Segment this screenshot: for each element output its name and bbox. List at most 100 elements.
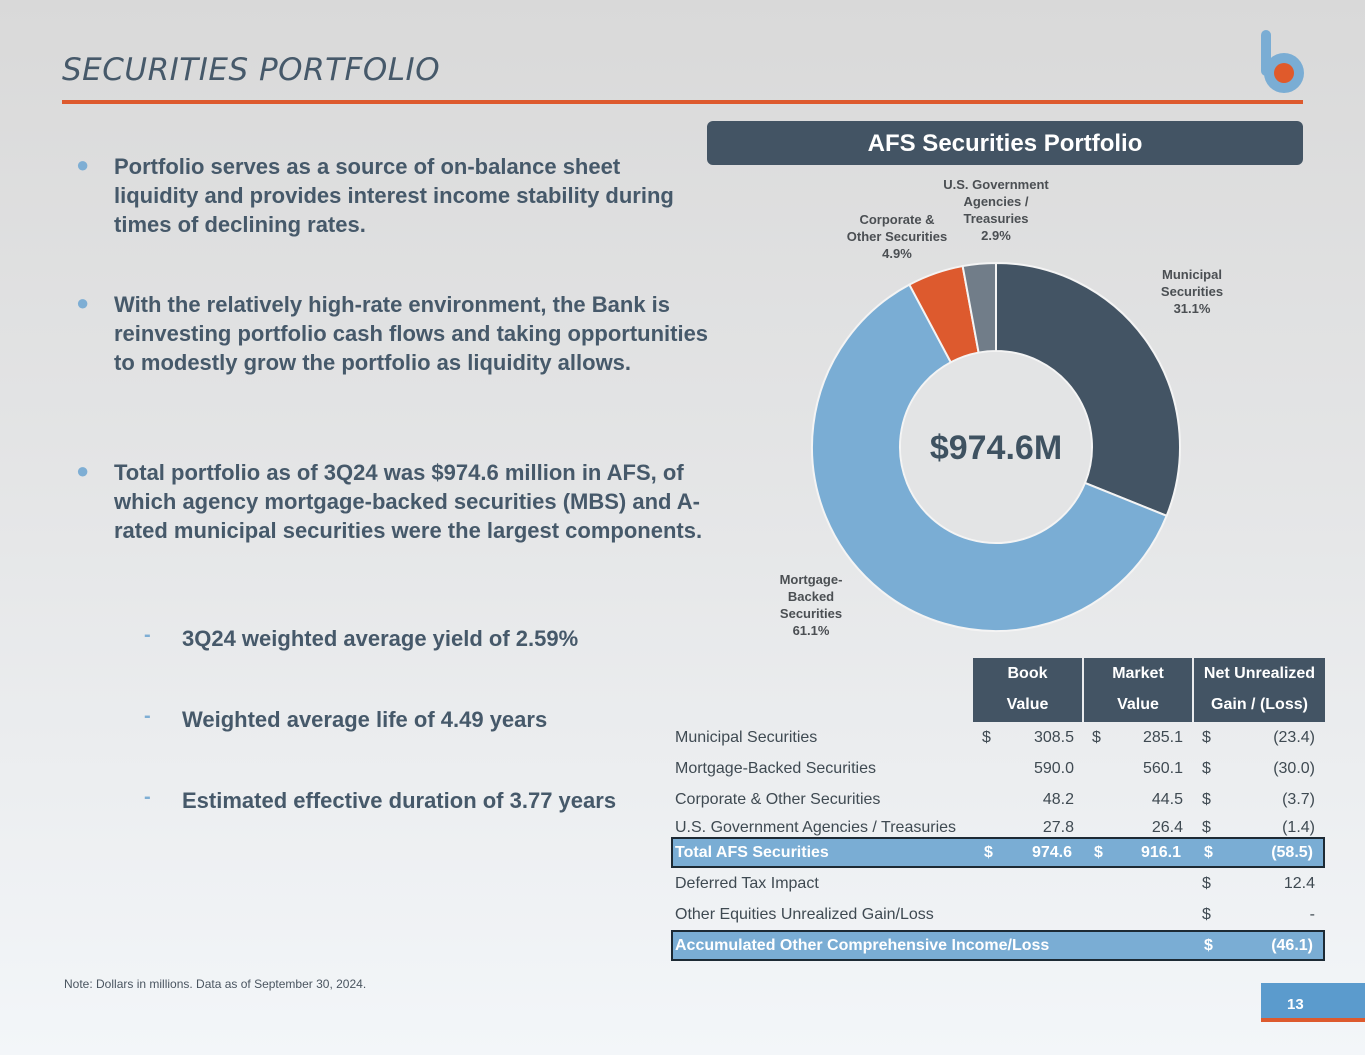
gain-dollar-sign: $ — [1202, 760, 1211, 777]
slice-label-line: Mortgage- — [780, 572, 843, 587]
net-unrealized-gain: - — [1309, 906, 1315, 923]
footnote: Note: Dollars in millions. Data as of Se… — [64, 977, 367, 991]
donut-slice-municipal-securities — [995, 261, 1181, 518]
slice-label-line: 2.9% — [981, 228, 1011, 243]
net-unrealized-gain: (23.4) — [1273, 729, 1315, 746]
header-book-value: Book Value — [973, 658, 1082, 722]
center-total-label: $974.6M — [930, 429, 1062, 467]
table-row: Mortgage-Backed Securities 590.0 560.1 $ (30… — [671, 755, 1325, 783]
page-number: 13 — [1261, 983, 1365, 1022]
bullet-dot-icon: ● — [76, 290, 90, 315]
market-dollar-sign: $ — [1094, 844, 1103, 861]
net-unrealized-gain: (1.4) — [1282, 819, 1315, 836]
sub-bullet-text: 3Q24 weighted average yield of 2.59% — [182, 626, 579, 651]
book-value: 27.8 — [1042, 819, 1074, 836]
bullet-item: ● With the relatively high-rate environm… — [74, 290, 714, 377]
slice-label-line: 31.1% — [1174, 301, 1211, 316]
table-row: Other Equities Unrealized Gain/Loss $ - — [671, 901, 1325, 929]
slice-label: Municipal Securities 31.1% — [1161, 267, 1223, 316]
header-line: Book — [1007, 665, 1048, 682]
sub-bullet-item: - 3Q24 weighted average yield of 2.59% — [144, 624, 579, 652]
slice-label-line: Other Securities — [847, 229, 947, 244]
table-total-row: Total AFS Securities $974.6 $916.1 $ (58.5) — [671, 837, 1325, 868]
market-value: 285.1 — [1142, 729, 1183, 746]
table-row: Corporate & Other Securities 48.2 44.5 $ (3.… — [671, 786, 1325, 814]
row-label: Mortgage-Backed Securities — [675, 760, 876, 777]
header-line: Value — [1006, 696, 1049, 713]
bullet-text: Portfolio serves as a source of on-balan… — [114, 154, 674, 237]
sub-bullet-item: - Weighted average life of 4.49 years — [144, 705, 548, 733]
row-label: U.S. Government Agencies / Treasuries — [675, 819, 957, 836]
row-label: Corporate & Other Securities — [675, 791, 881, 808]
gain-dollar-sign: $ — [1202, 819, 1211, 836]
market-value: 560.1 — [1142, 760, 1183, 777]
slice-label-line: Agencies / — [963, 194, 1028, 209]
donut-hole — [901, 352, 1091, 542]
gain-dollar-sign: $ — [1204, 937, 1213, 954]
header-line: Value — [1117, 696, 1159, 713]
book-value: 590.0 — [1033, 760, 1074, 777]
title-underline — [62, 100, 1303, 104]
slice-label-line: Treasuries — [963, 211, 1028, 226]
net-unrealized-gain: (30.0) — [1273, 760, 1315, 777]
dash-icon: - — [144, 624, 151, 646]
slice-label: Mortgage- Backed Securities 61.1% — [780, 572, 843, 638]
slice-label-line: Backed — [788, 589, 834, 604]
donut-chart: Municipal Securities 31.1% Mortgage- Backed S… — [780, 177, 1224, 638]
donut-slice-mortgage-backed-securities — [811, 283, 1168, 632]
header-net-unrealized: Net Unrealized Gain / (Loss) — [1194, 658, 1325, 722]
row-label: Total AFS Securities — [675, 844, 829, 861]
book-dollar-sign: $ — [984, 844, 993, 861]
gain-dollar-sign: $ — [1202, 875, 1211, 892]
net-unrealized-gain: (58.5) — [1271, 844, 1313, 861]
table-row: Municipal Securities $308.5 $285.1 $ (23.4) — [671, 724, 1325, 752]
slice-label-line: U.S. Government — [943, 177, 1049, 192]
bullet-text: With the relatively high-rate environmen… — [114, 292, 709, 375]
header-market-value: Market Value — [1084, 658, 1192, 722]
gain-dollar-sign: $ — [1202, 906, 1211, 923]
sub-bullet-text: Weighted average life of 4.49 years — [182, 707, 548, 732]
slice-label-line: Corporate & — [859, 212, 934, 227]
row-label: Deferred Tax Impact — [675, 875, 819, 892]
bullet-text: Total portfolio as of 3Q24 was $974.6 mi… — [114, 460, 703, 543]
page-title: SECURITIES PORTFOLIO — [62, 52, 441, 88]
book-value: 974.6 — [1031, 844, 1072, 861]
net-unrealized-gain: 12.4 — [1283, 875, 1315, 892]
header-line: Gain / (Loss) — [1211, 696, 1308, 713]
gain-dollar-sign: $ — [1202, 729, 1211, 746]
bullet-item: ● Total portfolio as of 3Q24 was $974.6 … — [74, 458, 714, 545]
slice-label-line: 61.1% — [793, 623, 830, 638]
slice-label: U.S. Government Agencies / Treasuries 2.9% — [943, 177, 1049, 243]
net-unrealized-gain: (3.7) — [1282, 791, 1315, 808]
slice-label-line: Securities — [780, 606, 842, 621]
row-label: Accumulated Other Comprehensive Income/L… — [675, 937, 1050, 954]
dash-icon: - — [144, 786, 151, 808]
header-line: Market — [1112, 665, 1164, 682]
bullet-item: ● Portfolio serves as a source of on-bal… — [74, 152, 704, 239]
book-value: 48.2 — [1042, 791, 1074, 808]
book-value: 308.5 — [1033, 729, 1074, 746]
slice-label-line: Securities — [1161, 284, 1223, 299]
table-total-row: Accumulated Other Comprehensive Income/L… — [671, 930, 1325, 961]
bullet-dot-icon: ● — [76, 458, 90, 483]
dash-icon: - — [144, 705, 151, 727]
sub-bullet-text: Estimated effective duration of 3.77 yea… — [182, 788, 617, 813]
market-value: 916.1 — [1140, 844, 1181, 861]
table-row: U.S. Government Agencies / Treasuries 27.… — [671, 814, 1325, 842]
table-row: Deferred Tax Impact $12.4 — [671, 870, 1325, 898]
slice-label-line: 4.9% — [882, 246, 912, 261]
gain-dollar-sign: $ — [1202, 791, 1211, 808]
chart-title: AFS Securities Portfolio — [707, 121, 1303, 165]
market-dollar-sign: $ — [1092, 729, 1101, 746]
sub-bullet-item: - Estimated effective duration of 3.77 y… — [144, 786, 617, 814]
market-value: 44.5 — [1151, 791, 1183, 808]
slice-label-line: Municipal — [1162, 267, 1222, 282]
row-label: Municipal Securities — [675, 729, 818, 746]
gain-dollar-sign: $ — [1204, 844, 1213, 861]
slice-label: Corporate & Other Securities 4.9% — [847, 212, 947, 261]
donut-slice-u-s-government-agencies-treasuries — [961, 261, 997, 354]
book-dollar-sign: $ — [982, 729, 991, 746]
bullet-dot-icon: ● — [76, 152, 90, 177]
market-value: 26.4 — [1151, 819, 1183, 836]
net-unrealized-gain: (46.1) — [1271, 937, 1313, 954]
